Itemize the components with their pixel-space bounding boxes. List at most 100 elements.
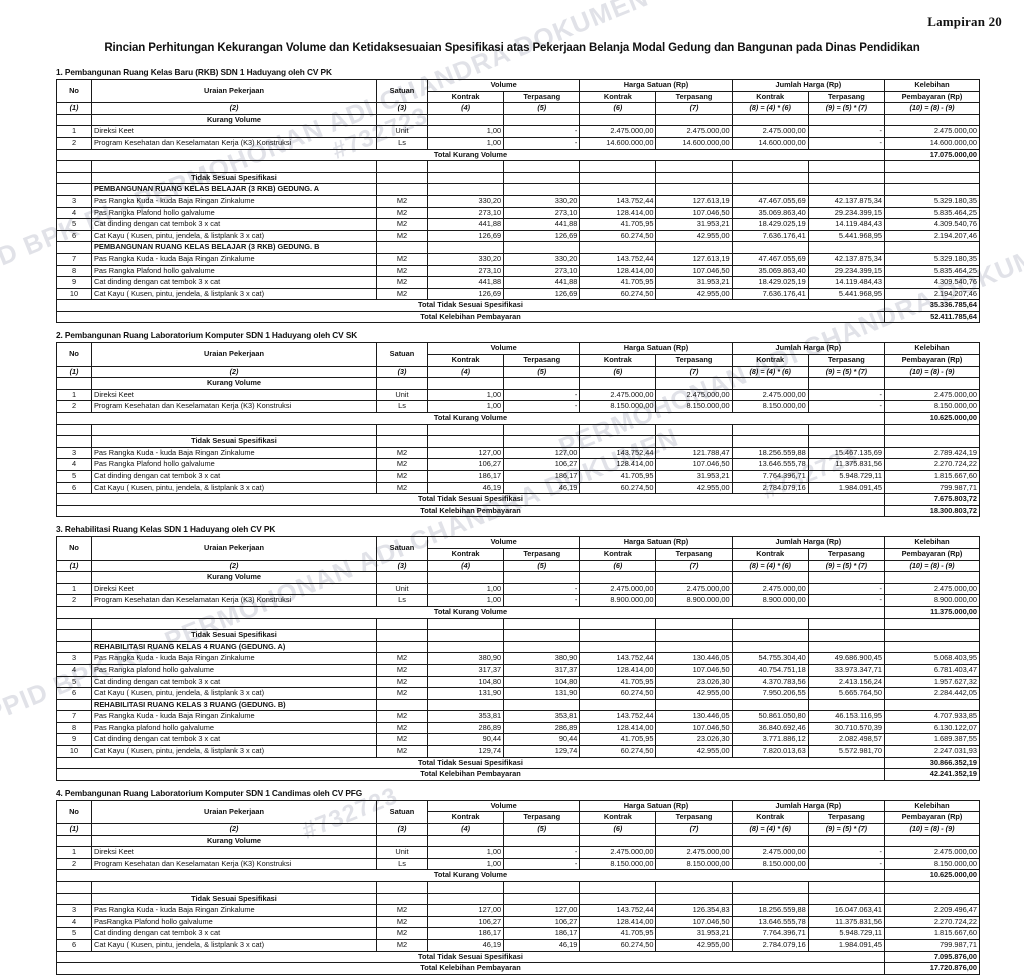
band-cell bbox=[376, 241, 428, 254]
row-volume-kontrak: 330,20 bbox=[426, 252, 505, 266]
spacer-cell bbox=[503, 881, 581, 894]
row-harga-satuan-terpasang: 107.046,50 bbox=[655, 458, 733, 471]
header-no: No bbox=[56, 799, 92, 825]
row-volume-kontrak: 330,20 bbox=[426, 194, 505, 208]
row-uraian: Program Kesehatan dan Keselamatan Kerja … bbox=[91, 400, 377, 414]
total-tidak-sesuai-row: Total Tidak Sesuai Spesifikasi 7.675.803,… bbox=[56, 493, 980, 506]
band-cell bbox=[426, 834, 505, 848]
total-kurang-volume-row-value: 10.625.000,00 bbox=[884, 869, 980, 882]
row-jumlah-harga-terpasang: - bbox=[807, 846, 886, 859]
row-harga-satuan-kontrak: 41.705,95 bbox=[579, 675, 657, 689]
row-no: 7 bbox=[56, 252, 92, 266]
band-row: Kurang Volume bbox=[56, 377, 980, 390]
row-volume-terpasang: - bbox=[503, 388, 581, 402]
band-cell bbox=[376, 698, 428, 712]
spacer-cell bbox=[91, 617, 377, 631]
row-no: 5 bbox=[56, 675, 92, 689]
spacer-cell bbox=[731, 423, 809, 437]
row-satuan: M2 bbox=[376, 745, 428, 758]
spacer-cell bbox=[503, 160, 581, 173]
row-jumlah-harga-terpasang: 5.572.981,70 bbox=[807, 745, 886, 758]
band-cell bbox=[655, 241, 733, 254]
band-cell bbox=[503, 640, 581, 654]
row-volume-terpasang: 330,20 bbox=[503, 194, 581, 208]
spacer-cell bbox=[655, 423, 733, 437]
band-cell bbox=[579, 183, 657, 196]
header-volume-terpasang: Terpasang bbox=[503, 354, 581, 367]
row-jumlah-harga-terpasang: 5.441.968,95 bbox=[807, 287, 886, 301]
row-harga-satuan-kontrak: 60.274,50 bbox=[579, 687, 657, 700]
row-harga-satuan-terpasang: 107.046,50 bbox=[655, 915, 733, 929]
band-cell bbox=[376, 640, 428, 654]
row-harga-satuan-terpasang: 121.788,47 bbox=[655, 446, 733, 460]
spacer-cell bbox=[56, 881, 92, 894]
row-harga-satuan-kontrak: 41.705,95 bbox=[579, 927, 657, 940]
row-volume-kontrak: 1,00 bbox=[426, 125, 505, 138]
row-uraian: Cat dinding dengan cat tembok 3 x cat bbox=[91, 470, 377, 483]
row-kelebihan-pembayaran: 2.475.000,00 bbox=[884, 846, 980, 859]
total-kelebihan-row-value: 18.300.803,72 bbox=[884, 504, 980, 518]
legend-cell: (4) bbox=[426, 365, 505, 379]
row-harga-satuan-terpasang: 126.354,83 bbox=[655, 904, 733, 917]
band-cell bbox=[376, 113, 428, 127]
band-no bbox=[56, 571, 92, 584]
band-cell bbox=[731, 571, 809, 584]
row-no: 6 bbox=[56, 938, 92, 952]
table-row: 6 Cat Kayu ( Kusen, pintu, jendela, & lis… bbox=[56, 938, 980, 952]
row-kelebihan-pembayaran: 2.475.000,00 bbox=[884, 388, 980, 402]
row-jumlah-harga-terpasang: 5.948.729,11 bbox=[807, 927, 886, 940]
row-volume-terpasang: 127,00 bbox=[503, 446, 581, 460]
legend-cell: (1) bbox=[56, 559, 92, 573]
table-row: 1 Direksi Keet Unit 1,00-2.475.000,00 2.475.… bbox=[56, 582, 980, 596]
header-jumlah-terpasang: Terpasang bbox=[807, 547, 886, 561]
legend-cell: (2) bbox=[91, 102, 377, 115]
total-kurang-volume-row-value: 10.625.000,00 bbox=[884, 412, 980, 425]
row-harga-satuan-terpasang: 8.900.000,00 bbox=[655, 594, 733, 607]
band-cell bbox=[376, 377, 428, 390]
row-uraian: Pas Rangka Kuda - kuda Baja Ringan Zinka… bbox=[91, 652, 377, 665]
row-uraian: Program Kesehatan dan Keselamatan Kerja … bbox=[91, 857, 377, 871]
row-jumlah-harga-terpasang: - bbox=[807, 594, 886, 607]
row-satuan: Ls bbox=[376, 136, 428, 150]
row-jumlah-harga-kontrak: 35.069.863,40 bbox=[731, 206, 809, 220]
row-uraian: Pas Rangka Kuda - kuda Baja Ringan Zinka… bbox=[91, 446, 377, 460]
band-cell bbox=[503, 698, 581, 712]
row-volume-kontrak: 441,88 bbox=[426, 218, 505, 231]
header-satuan: Satuan bbox=[376, 536, 428, 561]
total-kurang-volume-row-label: Total Kurang Volume bbox=[56, 869, 885, 882]
row-uraian: Cat Kayu ( Kusen, pintu, jendela, & list… bbox=[91, 745, 377, 758]
rincian-table: No Uraian Pekerjaan Satuan Volume Harga Satu… bbox=[56, 799, 980, 975]
total-tidak-sesuai-row-value: 7.675.803,72 bbox=[884, 493, 980, 506]
band-cell bbox=[731, 834, 809, 848]
header-volume-terpasang: Terpasang bbox=[503, 90, 581, 104]
row-no: 6 bbox=[56, 481, 92, 495]
total-kelebihan-row-label: Total Kelebihan Pembayaran bbox=[56, 310, 885, 324]
document-page: Lampiran 20 Rincian Perhitungan Kekurang… bbox=[56, 14, 1002, 975]
spacer-row bbox=[56, 881, 980, 894]
row-no: 4 bbox=[56, 915, 92, 929]
band-row: PEMBANGUNAN RUANG KELAS BELAJAR (3 RKB) … bbox=[56, 241, 980, 254]
total-tidak-sesuai-row-label: Total Tidak Sesuai Spesifikasi bbox=[56, 299, 885, 312]
row-jumlah-harga-kontrak: 2.784.079,16 bbox=[731, 481, 809, 495]
total-tidak-sesuai-row-value: 30.866.352,19 bbox=[884, 756, 980, 770]
table-row: 6 Cat Kayu ( Kusen, pintu, jendela, & lis… bbox=[56, 687, 980, 700]
row-harga-satuan-terpasang: 127.613,19 bbox=[655, 194, 733, 208]
row-volume-kontrak: 1,00 bbox=[426, 846, 505, 859]
row-jumlah-harga-terpasang: 30.710.570,39 bbox=[807, 721, 886, 735]
table-row: 8 Pas Rangka Plafond hollo galvalume M2 273… bbox=[56, 264, 980, 278]
row-jumlah-harga-terpasang: 5.665.764,50 bbox=[807, 687, 886, 700]
legend-cell: (6) bbox=[579, 102, 657, 115]
header-jumlah-kontrak: Kontrak bbox=[731, 90, 809, 104]
row-no: 2 bbox=[56, 136, 92, 150]
band-cell bbox=[655, 113, 733, 127]
band-cell bbox=[807, 640, 886, 654]
table-row: 1 Direksi Keet Unit 1,00-2.475.000,00 2.475.… bbox=[56, 388, 980, 402]
section-heading: 2. Pembangunan Ruang Laboratorium Komput… bbox=[56, 330, 358, 341]
band-cell bbox=[807, 571, 886, 584]
header-jumlah-harga: Jumlah Harga (Rp) bbox=[731, 536, 886, 549]
band-label: Tidak Sesuai Spesifikasi bbox=[91, 629, 377, 642]
table-row: 3 Pas Rangka Kuda - kuda Baja Ringan Zink… bbox=[56, 904, 980, 917]
row-jumlah-harga-kontrak: 7.764.396,71 bbox=[731, 927, 809, 940]
row-jumlah-harga-terpasang: 1.984.091,45 bbox=[807, 938, 886, 952]
row-volume-terpasang: 104,80 bbox=[503, 675, 581, 689]
